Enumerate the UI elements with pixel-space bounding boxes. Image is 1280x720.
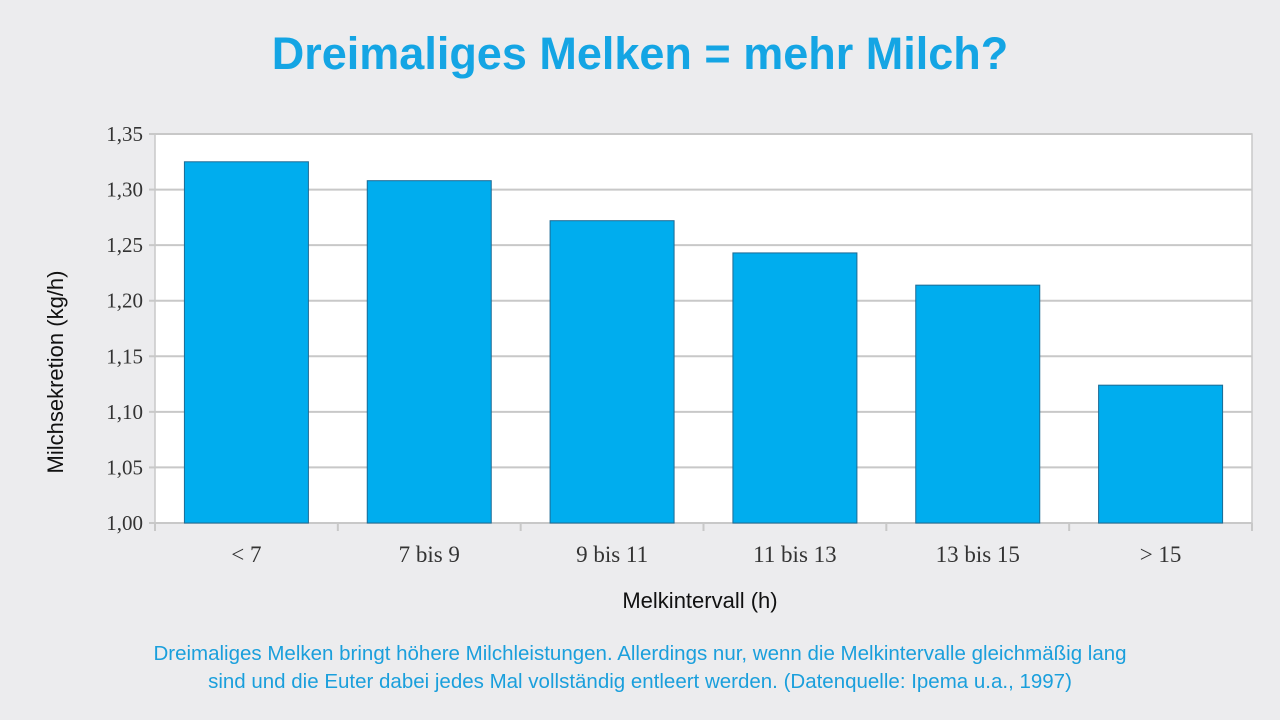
x-tick-label: 13 bis 15	[936, 542, 1020, 567]
x-tick-labels: < 7 7 bis 9 9 bis 11 11 bis 13 13 bis 15 > 15	[231, 542, 1181, 567]
caption-line-1: Dreimaliges Melken bringt höhere Milchle…	[153, 642, 1127, 665]
chart-title: Dreimaliges Melken = mehr Milch?	[271, 28, 1009, 79]
bar	[1098, 384, 1224, 524]
y-tick-label: 1,10	[106, 400, 143, 424]
x-tick-label: 7 bis 9	[399, 542, 460, 567]
bar	[366, 180, 492, 524]
x-tick-label: > 15	[1140, 542, 1182, 567]
plot-area	[154, 133, 1253, 524]
y-tick-label: 1,35	[106, 122, 143, 146]
x-tick-label: < 7	[231, 542, 261, 567]
y-tick-label: 1,25	[106, 233, 143, 257]
x-axis-label: Melkintervall (h)	[622, 588, 777, 613]
bar	[732, 252, 858, 524]
bar	[915, 284, 1041, 524]
bar	[183, 161, 309, 524]
bar	[549, 220, 675, 524]
y-tick-labels: 1,00 1,05 1,10 1,15 1,20 1,25 1,30 1,35	[106, 122, 143, 535]
y-tick-label: 1,20	[106, 289, 143, 313]
y-tick-label: 1,00	[106, 511, 143, 535]
y-tick-label: 1,05	[106, 455, 143, 479]
x-tick-label: 9 bis 11	[576, 542, 648, 567]
bars	[183, 161, 1224, 524]
y-tick-label: 1,15	[106, 344, 143, 368]
y-tick-label: 1,30	[106, 178, 143, 202]
caption: Dreimaliges Melken bringt höhere Milchle…	[40, 640, 1240, 696]
gridlines	[149, 133, 1253, 531]
caption-line-2: sind und die Euter dabei jedes Mal volls…	[208, 670, 1072, 693]
y-axis-label: Milchsekretion (kg/h)	[43, 271, 68, 474]
x-tick-label: 11 bis 13	[753, 542, 837, 567]
